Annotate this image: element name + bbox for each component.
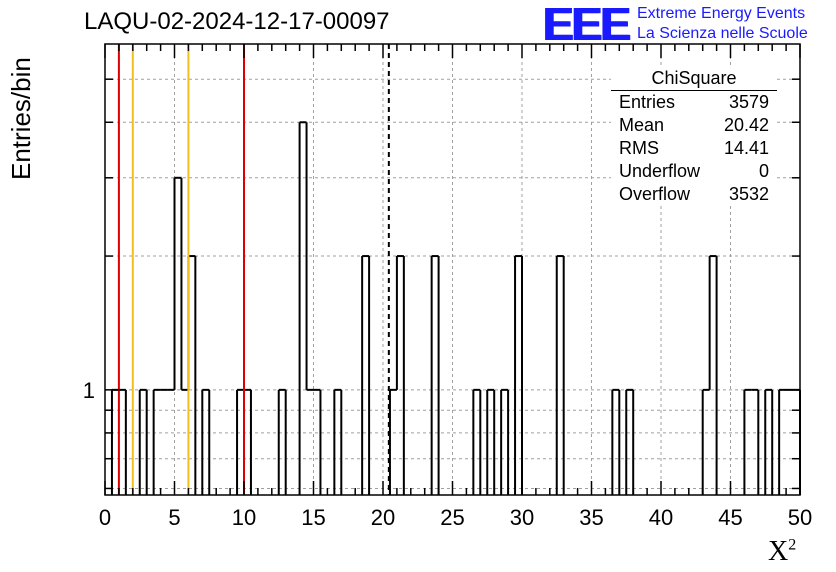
eee-logo: EEE Extreme Energy Events La Scienza nel… xyxy=(543,0,833,50)
logo-text-line1: Extreme Energy Events xyxy=(637,5,806,22)
stats-row-underflow: Underflow 0 xyxy=(611,160,777,183)
x-axis-label-base: X xyxy=(768,536,789,567)
stats-value: 3579 xyxy=(728,92,769,112)
stats-value: 14.41 xyxy=(723,138,769,158)
stats-value: 3532 xyxy=(728,184,769,204)
stats-value: 0 xyxy=(758,161,769,181)
x-tick-label: 30 xyxy=(510,505,534,530)
stats-label: Underflow xyxy=(619,161,701,181)
stats-row-overflow: Overflow 3532 xyxy=(611,183,777,206)
stats-row-mean: Mean 20.42 xyxy=(611,114,777,137)
stats-label: Mean xyxy=(619,115,665,135)
x-axis-label-superscript: 2 xyxy=(788,536,797,554)
stats-label: Overflow xyxy=(619,184,691,204)
x-tick-label: 5 xyxy=(168,505,180,530)
x-tick-label: 20 xyxy=(371,505,395,530)
histogram-bins xyxy=(110,121,801,495)
stats-box-title: ChiSquare xyxy=(611,66,777,91)
chart-title: LAQU-02-2024-12-17-00097 xyxy=(84,8,390,35)
x-tick-label: 0 xyxy=(99,505,111,530)
stats-value: 20.42 xyxy=(723,115,769,135)
x-axis-label: X2 xyxy=(768,536,796,568)
stats-label: RMS xyxy=(619,138,659,158)
grid-layer xyxy=(105,44,800,495)
logo-text-line2: La Scienza nelle Scuole xyxy=(637,25,808,42)
stats-row-rms: RMS 14.41 xyxy=(611,137,777,160)
stats-box: ChiSquare Entries 3579 Mean 20.42 RMS 14… xyxy=(611,66,777,206)
reference-lines xyxy=(117,44,390,495)
x-tick-label: 40 xyxy=(649,505,673,530)
x-tick-label: 45 xyxy=(718,505,742,530)
x-tick-label: 15 xyxy=(301,505,325,530)
stats-row-entries: Entries 3579 xyxy=(611,91,777,114)
x-tick-label: 25 xyxy=(440,505,464,530)
y-tick-label: 1 xyxy=(83,378,95,403)
x-tick-label: 50 xyxy=(788,505,812,530)
axes-frame: 0 5 10 15 20 25 30 35 40 45 50 1 xyxy=(83,43,812,530)
x-tick-label: 10 xyxy=(232,505,256,530)
eee-logo-mark: EEE xyxy=(543,0,631,50)
x-tick-label: 35 xyxy=(579,505,603,530)
stats-label: Entries xyxy=(619,92,676,112)
